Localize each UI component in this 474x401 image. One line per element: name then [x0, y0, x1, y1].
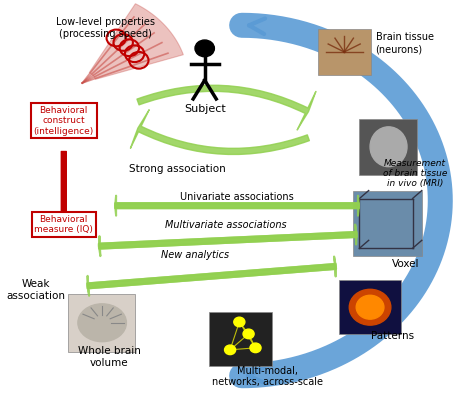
Polygon shape — [89, 4, 183, 79]
Text: Whole brain
volume: Whole brain volume — [78, 346, 140, 368]
Circle shape — [195, 40, 214, 57]
Ellipse shape — [356, 295, 384, 319]
FancyBboxPatch shape — [210, 312, 272, 366]
Text: Weak
association: Weak association — [7, 279, 65, 301]
Text: Multivariate associations: Multivariate associations — [164, 220, 286, 230]
Text: Behavioral
measure (IQ): Behavioral measure (IQ) — [35, 215, 93, 234]
Circle shape — [234, 317, 245, 327]
Text: Measurement
of brain tissue
in vivo (MRI): Measurement of brain tissue in vivo (MRI… — [383, 158, 447, 188]
Text: Brain tissue
(neurons): Brain tissue (neurons) — [375, 32, 434, 54]
Text: New analytics: New analytics — [161, 251, 229, 261]
Circle shape — [243, 329, 254, 339]
FancyBboxPatch shape — [359, 119, 417, 174]
Text: Patterns: Patterns — [371, 331, 414, 341]
Ellipse shape — [78, 304, 127, 342]
Text: Voxel: Voxel — [392, 259, 419, 269]
Text: Strong association: Strong association — [128, 164, 225, 174]
Ellipse shape — [370, 127, 407, 167]
Circle shape — [225, 345, 236, 354]
Text: Behavioral
construct
(intelligence): Behavioral construct (intelligence) — [34, 106, 94, 136]
FancyBboxPatch shape — [338, 280, 401, 334]
Text: Multi-modal,
networks, across-scale: Multi-modal, networks, across-scale — [211, 366, 322, 387]
FancyBboxPatch shape — [68, 294, 136, 352]
Text: Subject: Subject — [184, 104, 226, 114]
Text: Univariate associations: Univariate associations — [180, 192, 294, 203]
FancyBboxPatch shape — [353, 190, 422, 256]
Text: Low-level properties
(processing speed): Low-level properties (processing speed) — [56, 17, 155, 39]
Ellipse shape — [349, 289, 391, 325]
Circle shape — [250, 343, 261, 352]
FancyBboxPatch shape — [318, 29, 371, 75]
